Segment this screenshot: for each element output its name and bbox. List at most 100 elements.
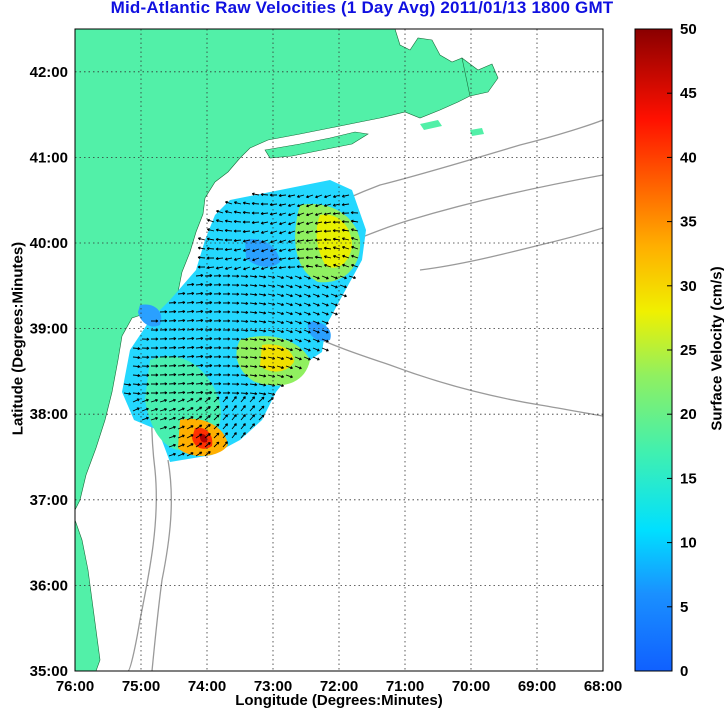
velocity-arrow (150, 373, 159, 377)
x-tick-label: 72:00 (320, 678, 358, 695)
velocity-arrow (288, 230, 296, 235)
velocity-arrow (249, 414, 256, 421)
velocity-arrow (213, 441, 220, 448)
velocity-arrow (332, 237, 341, 241)
velocity-arrow (258, 302, 267, 306)
velocity-arrow (333, 263, 341, 268)
velocity-arrow (132, 407, 140, 412)
velocity-arrow (321, 293, 329, 298)
velocity-arrow (249, 347, 258, 351)
velocity-arrow (231, 364, 240, 368)
velocity-arrow (186, 345, 195, 350)
land-mass (75, 519, 101, 671)
velocity-arrow (224, 210, 233, 214)
velocity-arrow (195, 282, 204, 287)
velocity-arrow (351, 263, 359, 268)
velocity-arrow (240, 373, 249, 378)
velocity-arrow (342, 254, 350, 259)
velocity-arrow (150, 337, 159, 341)
velocity-arrow (321, 311, 329, 316)
velocity-arrow (348, 275, 356, 280)
velocity-arrow (213, 283, 222, 287)
velocity-arrow (258, 392, 267, 396)
velocity-arrow (240, 405, 246, 412)
velocity-arrow (240, 414, 246, 421)
velocity-arrow (258, 293, 267, 297)
velocity-arrow (240, 328, 249, 333)
velocity-arrow (159, 337, 168, 341)
y-axis-ticks: 35:00 36:00 37:00 38:00 39:00 40:00 41:00 42:00 (30, 64, 68, 680)
velocity-arrow (177, 309, 186, 314)
velocity-arrow (306, 203, 314, 208)
velocity-arrow (195, 442, 203, 448)
velocity-arrow (330, 284, 338, 289)
velocity-arrow (204, 319, 213, 323)
velocity-arrow (204, 433, 211, 439)
velocity-arrow (269, 193, 278, 197)
velocity-arrow (339, 284, 347, 289)
velocity-arrow (258, 311, 267, 315)
velocity-arrow (314, 212, 323, 216)
velocity-arrow (168, 364, 177, 368)
velocity-arrow (231, 396, 237, 403)
velocity-arrow (314, 221, 323, 225)
y-tick-label: 38:00 (30, 406, 68, 423)
velocity-arrow (267, 329, 276, 333)
velocity-arrow (123, 392, 132, 396)
velocity-arrow (207, 218, 215, 223)
velocity-arrow (159, 355, 168, 359)
velocity-arrow (159, 391, 168, 395)
land-mass (420, 120, 442, 130)
velocity-arrow (332, 203, 341, 207)
velocity-arrow (242, 248, 251, 252)
velocity-arrow (341, 220, 350, 224)
velocity-arrow (276, 365, 285, 370)
velocity-arrow (350, 228, 359, 232)
velocity-arrow (186, 425, 194, 430)
velocity-arrow (285, 329, 293, 334)
velocity-arrow (195, 318, 204, 323)
velocity-arrow (159, 425, 168, 430)
velocity-arrow (150, 391, 159, 395)
velocity-arrow (312, 293, 320, 298)
velocity-arrow (305, 256, 314, 260)
velocity-arrow (222, 441, 228, 448)
velocity-arrow (323, 229, 332, 233)
velocity-arrow (177, 300, 186, 305)
velocity-arrow (312, 275, 320, 280)
velocity-arrow (249, 320, 258, 324)
velocity-arrow (234, 266, 242, 271)
velocity-arrow (249, 423, 256, 430)
velocity-arrow (168, 452, 176, 457)
land-mass (470, 128, 484, 136)
velocity-arrow (231, 301, 240, 305)
velocity-arrow (240, 274, 249, 279)
velocity-arrow (303, 284, 311, 289)
velocity-arrow (222, 405, 228, 412)
velocity-arrow (258, 284, 267, 288)
velocity-arrow (213, 405, 220, 412)
velocity-arrow (168, 346, 177, 350)
velocity-arrow (314, 247, 323, 251)
velocity-arrow (294, 356, 302, 361)
velocity-arrow (186, 282, 195, 287)
velocity-arrow (342, 245, 350, 250)
velocity-arrow (249, 284, 258, 288)
velocity-arrow (323, 203, 332, 207)
velocity-arrow (197, 246, 206, 250)
velocity-arrow (159, 398, 168, 403)
velocity-arrow (306, 194, 314, 199)
velocity-arrow (242, 210, 251, 215)
x-tick-label: 73:00 (254, 678, 292, 695)
velocity-arrow (231, 405, 237, 412)
velocity-arrow (303, 347, 311, 352)
velocity-arrow (177, 434, 185, 439)
velocity-arrow (150, 355, 159, 359)
velocity-arrow (215, 247, 224, 251)
velocity-arrow (242, 239, 251, 243)
velocity-arrow (350, 211, 359, 215)
colorbar (634, 28, 673, 672)
velocity-arrow (197, 255, 206, 260)
velocity-arrow (195, 309, 204, 314)
velocity-arrow (159, 373, 168, 377)
